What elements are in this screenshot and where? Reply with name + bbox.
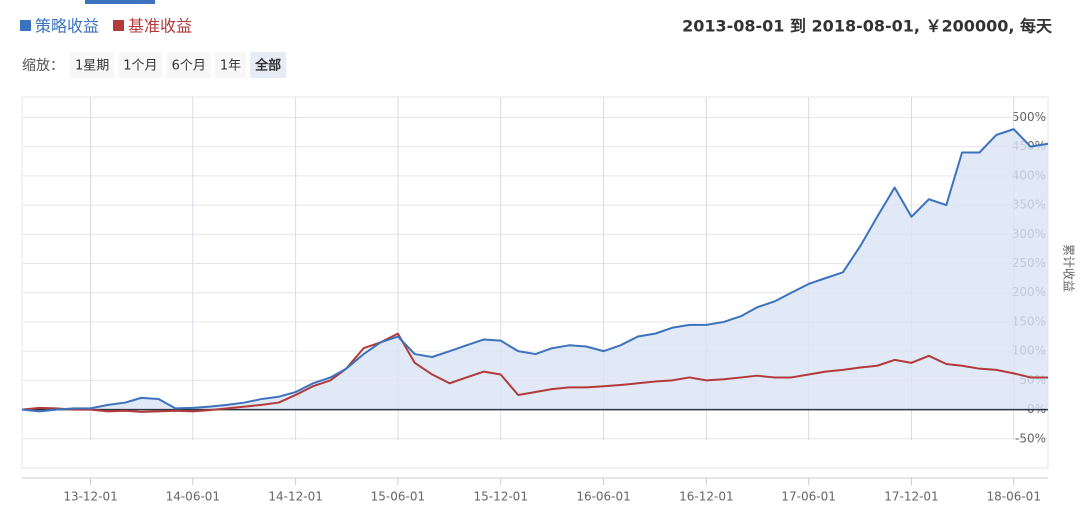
- zoom-button-label: 6个月: [172, 59, 206, 74]
- legend-label: 基准收益: [128, 17, 192, 36]
- legend-label: 策略收益: [35, 17, 99, 36]
- x-tick-label: 13-12-01: [63, 490, 117, 504]
- y-axis-label: 累计收益: [1062, 244, 1076, 292]
- chart-title: 2013-08-01 到 2018-08-01, ￥200000, 每天: [682, 17, 1053, 36]
- y-tick-label: -50%: [1015, 431, 1046, 445]
- x-tick-label: 18-06-01: [986, 490, 1040, 504]
- legend-swatch: [113, 20, 125, 31]
- zoom-button[interactable]: 1个月: [118, 52, 163, 78]
- zoom-button-label: 全部: [254, 58, 281, 74]
- x-tick-label: 14-12-01: [268, 490, 322, 504]
- series-line: [21, 332, 1048, 413]
- area-fill: [22, 129, 1048, 412]
- x-tick-label: 15-12-01: [473, 490, 527, 504]
- zoom-button-label: 1个月: [123, 59, 157, 74]
- zoom-button-bg: [70, 52, 115, 78]
- x-tick-label: 15-06-01: [371, 490, 425, 504]
- zoom-button[interactable]: 6个月: [166, 52, 211, 78]
- legend-swatch: [20, 20, 31, 31]
- zoom-button-bg: [214, 52, 247, 78]
- y-tick-label: 500%: [1012, 110, 1046, 124]
- zoom-label: 缩放：: [22, 58, 64, 74]
- x-tick-label: 17-12-01: [884, 490, 938, 504]
- zoom-button-label: 1星期: [75, 59, 109, 74]
- zoom-button-bg: [118, 52, 163, 78]
- zoom-button-bg: [166, 52, 211, 78]
- x-tick-label: 16-06-01: [576, 490, 630, 504]
- tab-indicator: [85, 0, 155, 4]
- zoom-button-label: 1年: [220, 59, 241, 74]
- zoom-button[interactable]: 1年: [214, 52, 247, 78]
- x-tick-label: 16-12-01: [679, 490, 733, 504]
- series-line: [21, 128, 1049, 413]
- zoom-button[interactable]: 1星期: [70, 52, 115, 78]
- x-tick-label: 14-06-01: [166, 490, 220, 504]
- zoom-button[interactable]: 全部: [250, 52, 287, 78]
- zoom-button-bg: [250, 52, 287, 78]
- x-tick-label: 17-06-01: [781, 490, 835, 504]
